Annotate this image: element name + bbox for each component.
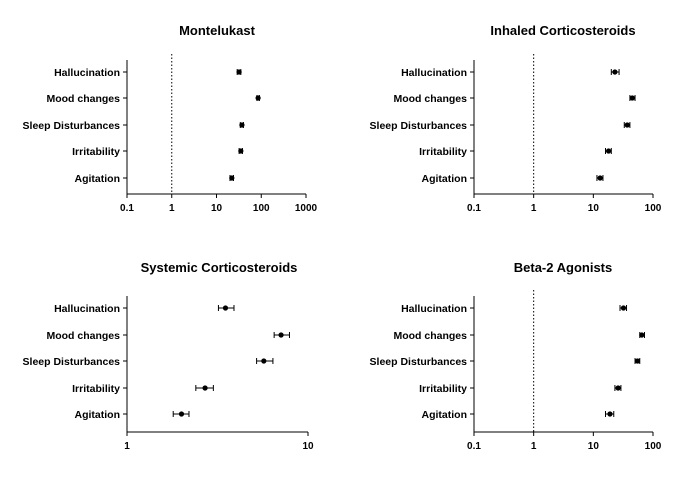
x-tick-label-100: 100 bbox=[645, 203, 662, 214]
chart-title: Beta-2 Agonists bbox=[514, 260, 612, 275]
category-label-mood-changes: Mood changes bbox=[393, 330, 467, 342]
category-label-hallucination: Hallucination bbox=[401, 67, 467, 79]
point-marker bbox=[624, 122, 630, 128]
chart-title: Montelukast bbox=[179, 23, 256, 38]
chart-title: Inhaled Corticosteroids bbox=[490, 23, 635, 38]
data-point-sleep-disturbances bbox=[623, 122, 631, 128]
data-point-sleep-disturbances bbox=[634, 358, 641, 364]
data-point-mood-changes bbox=[273, 332, 290, 338]
data-point-hallucination bbox=[619, 305, 628, 311]
data-point-agitation bbox=[596, 175, 604, 181]
panel-inhaled-corticosteroids: Inhaled Corticosteroids Hallucination Mood… bbox=[370, 23, 662, 214]
x-tick-label-1: 1 bbox=[531, 203, 537, 214]
point-marker bbox=[238, 148, 244, 154]
x-tick-label-1: 1 bbox=[169, 203, 175, 214]
category-label-agitation: Agitation bbox=[422, 409, 468, 421]
point-marker bbox=[178, 411, 185, 417]
category-label-irritability: Irritability bbox=[72, 146, 120, 158]
category-label-sleep-disturbances: Sleep Disturbances bbox=[370, 356, 468, 368]
data-point-irritability bbox=[605, 148, 612, 154]
x-tick-label-100: 100 bbox=[645, 441, 662, 452]
category-label-mood-changes: Mood changes bbox=[46, 93, 120, 105]
category-label-agitation: Agitation bbox=[75, 409, 121, 421]
x-tick-label-1: 1 bbox=[124, 441, 130, 452]
x-tick-label-10: 10 bbox=[588, 203, 600, 214]
category-label-hallucination: Hallucination bbox=[54, 303, 120, 315]
point-marker bbox=[639, 332, 645, 338]
x-tick-label-1000: 1000 bbox=[295, 203, 318, 214]
point-marker bbox=[255, 95, 261, 101]
data-point-agitation bbox=[229, 175, 235, 181]
data-point-agitation bbox=[172, 411, 190, 417]
point-marker bbox=[634, 358, 641, 364]
category-label-hallucination: Hallucination bbox=[54, 67, 120, 79]
panel-beta-2-agonists: Beta-2 Agonists Hallucination Mood changes… bbox=[370, 260, 662, 452]
point-marker bbox=[597, 175, 603, 181]
point-marker bbox=[236, 69, 242, 75]
x-tick-label-100: 100 bbox=[253, 203, 270, 214]
point-marker bbox=[607, 411, 613, 417]
point-marker bbox=[620, 305, 627, 311]
category-label-irritability: Irritability bbox=[72, 383, 120, 395]
category-label-sleep-disturbances: Sleep Disturbances bbox=[23, 120, 121, 132]
data-point-agitation bbox=[605, 411, 615, 417]
data-point-irritability bbox=[195, 385, 214, 391]
point-marker bbox=[202, 385, 208, 391]
data-point-mood-changes bbox=[255, 95, 261, 101]
category-label-hallucination: Hallucination bbox=[401, 303, 467, 315]
category-label-mood-changes: Mood changes bbox=[393, 93, 467, 105]
data-point-mood-changes bbox=[639, 332, 645, 338]
category-label-agitation: Agitation bbox=[75, 173, 121, 185]
point-marker bbox=[615, 385, 621, 391]
x-tick-label-0-1: 0.1 bbox=[467, 203, 481, 214]
point-marker bbox=[239, 122, 245, 128]
data-point-hallucination bbox=[236, 69, 242, 75]
data-point-irritability bbox=[238, 148, 244, 154]
x-tick-label-0-1: 0.1 bbox=[120, 203, 134, 214]
data-point-irritability bbox=[614, 385, 622, 391]
x-tick-label-1: 1 bbox=[531, 441, 537, 452]
point-marker bbox=[261, 358, 267, 364]
category-label-irritability: Irritability bbox=[419, 383, 467, 395]
point-marker bbox=[278, 332, 284, 338]
data-point-mood-changes bbox=[629, 95, 636, 101]
point-marker bbox=[605, 148, 612, 154]
x-tick-label-10: 10 bbox=[302, 441, 314, 452]
data-point-hallucination bbox=[610, 69, 620, 75]
point-marker bbox=[222, 305, 229, 311]
chart-title: Systemic Corticosteroids bbox=[141, 260, 298, 275]
panel-systemic-corticosteroids: Systemic Corticosteroids Hallucination Moo… bbox=[23, 260, 314, 452]
point-marker bbox=[629, 95, 635, 101]
category-label-sleep-disturbances: Sleep Disturbances bbox=[370, 120, 468, 132]
category-label-agitation: Agitation bbox=[422, 173, 468, 185]
x-tick-label-10: 10 bbox=[211, 203, 223, 214]
category-label-mood-changes: Mood changes bbox=[46, 330, 120, 342]
point-marker bbox=[612, 69, 618, 75]
category-label-sleep-disturbances: Sleep Disturbances bbox=[23, 356, 121, 368]
data-point-hallucination bbox=[217, 305, 235, 311]
panel-montelukast: Montelukast Hallucination Mood changes Slee… bbox=[23, 23, 318, 214]
x-tick-label-10: 10 bbox=[588, 441, 600, 452]
category-label-irritability: Irritability bbox=[419, 146, 467, 158]
x-tick-label-0-1: 0.1 bbox=[467, 441, 481, 452]
data-point-sleep-disturbances bbox=[239, 122, 245, 128]
data-point-sleep-disturbances bbox=[256, 358, 274, 364]
point-marker bbox=[229, 175, 235, 181]
